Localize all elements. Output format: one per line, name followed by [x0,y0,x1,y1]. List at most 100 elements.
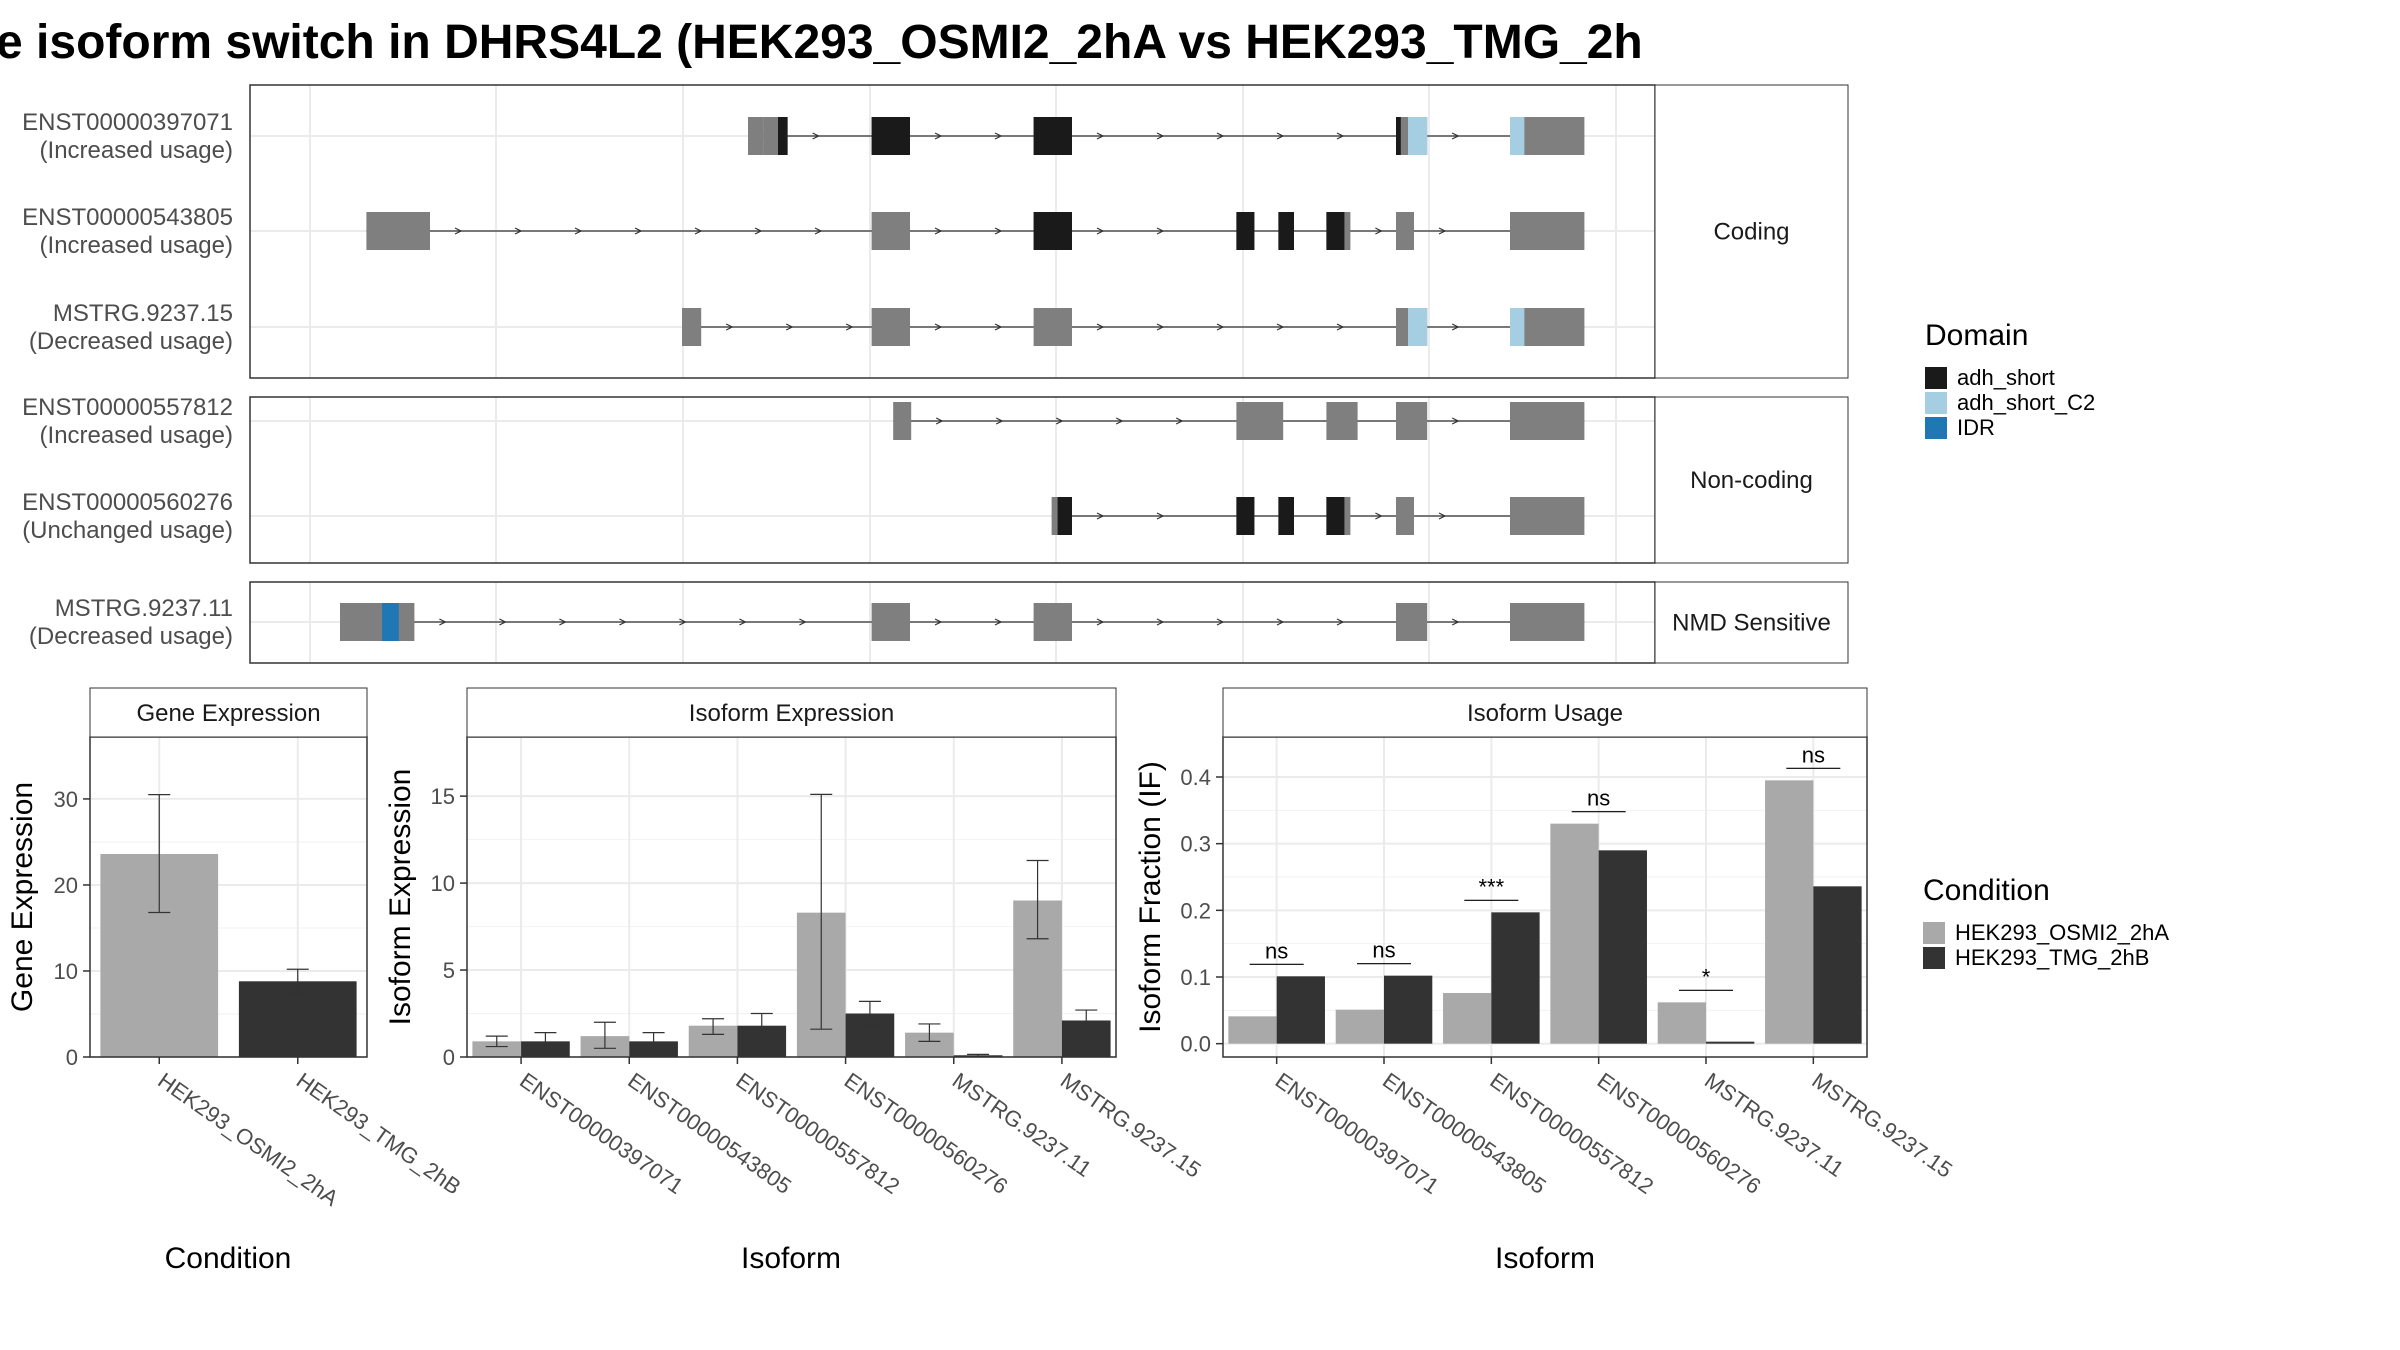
panel-strip [466,687,1117,738]
direction-arrow [934,618,943,626]
domain-adh-short [1033,212,1072,250]
bar-mstrg-9237-15 [1813,886,1862,1044]
domain-adh-short-c2 [1510,117,1525,155]
domain-legend-label: IDR [1957,415,1995,440]
facet-strip [1654,396,1849,564]
panel-background [467,737,1116,1057]
bar-enst00000557812 [1443,993,1492,1044]
exon-block [1519,308,1585,346]
direction-arrow [1336,132,1345,140]
direction-arrow [994,227,1003,235]
domain-adh-short [778,117,788,155]
transcript-usage-label: (Increased usage) [40,232,233,259]
direction-arrow [1175,417,1184,425]
exon-block [340,603,415,641]
facet-nmd-sensitive: NMD Sensitive MSTRG.9237.11(Decreased usa… [29,581,1849,664]
direction-arrow [1156,132,1165,140]
exon-block [1510,402,1585,440]
exon-block [871,212,910,250]
direction-arrow [754,227,763,235]
direction-arrow [1438,227,1447,235]
exon-block [893,402,912,440]
direction-arrow [679,618,687,626]
significance-label: ns [1587,786,1610,811]
y-tick-label: 20 [54,873,78,898]
direction-arrow [454,227,463,235]
transcript-enst00000397071: ENST00000397071(Increased usage) [22,109,1585,164]
direction-arrow [1096,618,1105,626]
condition-legend-label: HEK293_TMG_2hB [1955,945,2149,970]
exon-block [1236,402,1284,440]
panel-isoform-usage: 0.0 0.1 0.2 0.3 0.4 ns ns *** ns * ns Isoform Usage… [1134,687,1957,1275]
domain-adh-short [1326,497,1345,535]
bar-enst00000543805 [1384,975,1433,1044]
direction-arrow [994,323,1003,331]
direction-arrow [619,618,627,626]
domain-adh-short [1057,497,1072,535]
y-tick-label: 0.0 [1180,1032,1211,1057]
direction-arrow [634,227,643,235]
transcript-usage-label: (Unchanged usage) [22,517,233,544]
facet-strip-label: NMD Sensitive [1672,610,1831,637]
domain-adh-short [1033,117,1072,155]
y-tick-label: 30 [54,787,78,812]
direction-arrow [1115,417,1124,425]
significance-label: * [1702,964,1711,989]
exon-block [1510,603,1585,641]
domain-adh-short-c2 [1408,117,1428,155]
bar-enst00000543805 [1335,1009,1384,1044]
panel-strip-label: Isoform Usage [1467,700,1623,727]
y-tick-label: 0 [443,1045,455,1070]
exon-block [1396,497,1414,535]
y-tick-label: 10 [431,871,455,896]
direction-arrow [1096,323,1105,331]
bar-enst00000397071 [1228,1016,1277,1044]
domain-adh-short [1278,212,1294,250]
domain-legend-title: Domain [1925,319,2028,352]
figure-title: e isoform switch in DHRS4L2 (HEK293_OSMI… [0,16,1643,69]
panel-strip-label: Isoform Expression [689,700,894,727]
direction-arrow [1336,618,1345,626]
direction-arrow [1451,132,1460,140]
significance-label: *** [1478,874,1504,899]
direction-arrow [439,618,447,626]
significance-label: ns [1265,938,1288,963]
domain-legend-label: adh_short_C2 [1957,390,2095,415]
exon-block [682,308,702,346]
transcript-enst00000560276: ENST00000560276(Unchanged usage) [22,489,1585,544]
direction-arrow [1156,512,1165,520]
x-axis-title: Condition [165,1242,292,1275]
direction-arrow [739,618,747,626]
direction-arrow [1375,512,1383,520]
direction-arrow [1451,618,1460,626]
exon-block [1396,308,1408,346]
exon-block [871,308,910,346]
x-axis-title: Isoform [1495,1242,1595,1275]
bar-enst00000397071 [1276,976,1325,1044]
exon-block [366,212,430,250]
exon-block [871,603,910,641]
transcript-enst00000543805: ENST00000543805(Increased usage) [22,204,1585,259]
transcript-usage-label: (Decreased usage) [29,328,233,355]
y-tick-label: 10 [54,959,78,984]
exon-block [1033,308,1072,346]
direction-arrow [812,132,820,140]
y-axis-title: Isoform Fraction (IF) [1134,761,1167,1033]
direction-arrow [1096,227,1105,235]
y-tick-label: 0.2 [1180,898,1211,923]
direction-arrow [514,227,523,235]
y-tick-label: 5 [443,958,455,983]
condition-legend-title: Condition [1923,874,2050,907]
transcript-usage-label: (Decreased usage) [29,623,233,650]
exon-block [748,117,764,155]
significance-label: ns [1802,742,1825,767]
y-tick-label: 0.1 [1180,965,1211,990]
domain-adh-short [1236,212,1255,250]
direction-arrow [845,323,854,331]
y-axis-title: Isoform Expression [384,769,417,1026]
